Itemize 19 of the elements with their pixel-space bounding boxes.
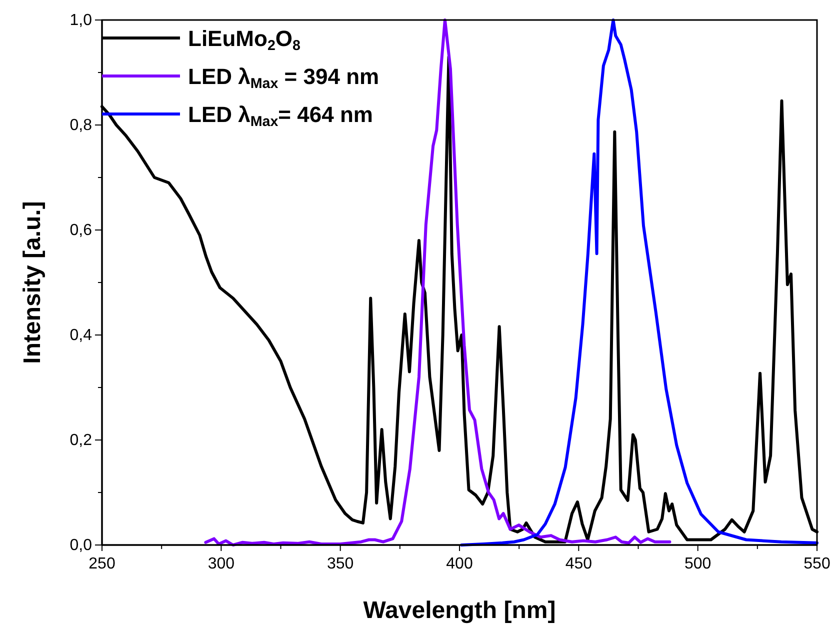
y-tick-label: 1,0: [70, 12, 92, 30]
x-tick-label: 500: [684, 555, 712, 572]
y-tick-label: 0,2: [70, 432, 92, 450]
y-tick-label: 0,6: [70, 222, 92, 240]
x-tick-label: 550: [804, 555, 830, 572]
line-series: [460, 18, 818, 546]
x-axis-title: Wavelength [nm]: [363, 597, 556, 624]
x-tick-label: 450: [565, 555, 592, 572]
legend-label: LiEuMo$_{2}$O$_{8}$: [188, 26, 301, 54]
x-tick-label: 300: [208, 555, 235, 572]
x-tick-label: 400: [446, 555, 473, 572]
legend-label: LED λ$_{Max}$ = 394 nm: [188, 64, 380, 92]
y-tick-label: 0,8: [70, 117, 92, 134]
x-tick-label: 250: [88, 555, 116, 572]
x-tick-label: 350: [326, 555, 354, 572]
legend-label: LED λ$_{Max}$= 464 nm: [188, 102, 373, 130]
y-tick-label: 0,4: [70, 327, 92, 344]
y-axis-title: Intensity [a.u.]: [19, 201, 46, 364]
y-tick-label: 0,0: [70, 537, 92, 554]
